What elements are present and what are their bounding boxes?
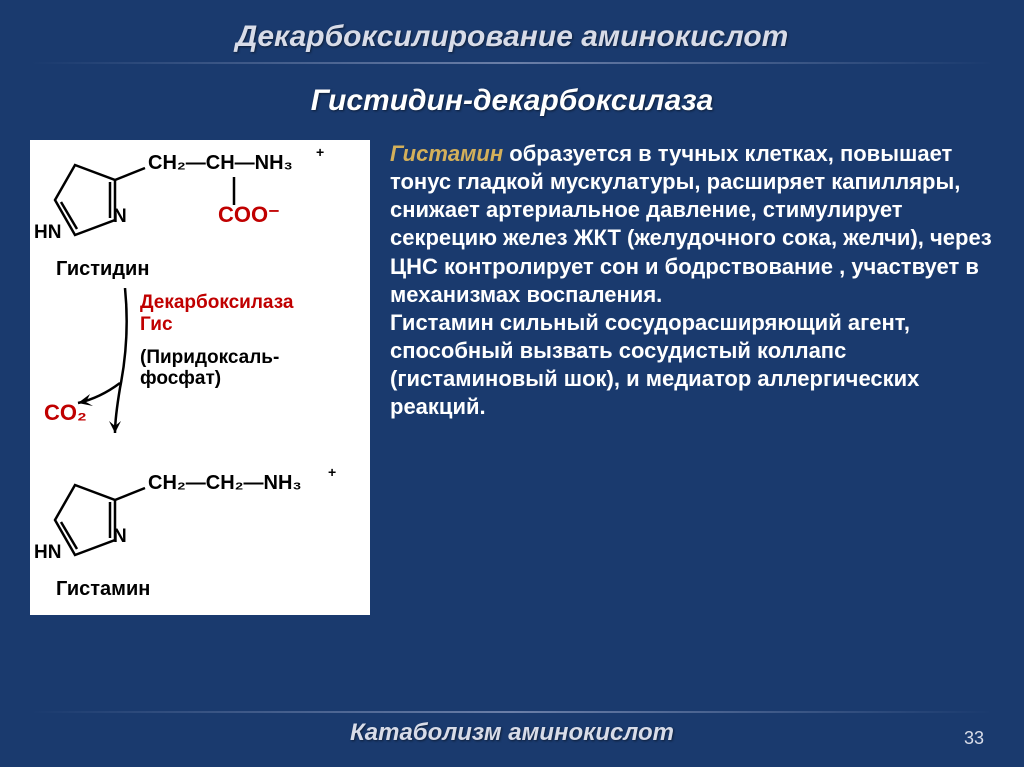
header-title: Декарбоксилирование аминокислот — [30, 20, 994, 54]
chain-formula-2: CH₂—CH₂—NH₃ — [148, 472, 302, 495]
slide: Декарбоксилирование аминокислот Гистидин… — [0, 0, 1024, 767]
n-label: N — [113, 526, 127, 548]
paragraph-2: Гистамин сильный сосудорасширяющий агент… — [390, 310, 919, 419]
description-text: Гистамин образуется в тучных клетках, по… — [390, 140, 994, 615]
hn-label: HN — [34, 542, 61, 564]
footer-divider — [30, 711, 994, 713]
footer: Катаболизм аминокислот — [0, 711, 1024, 747]
coo-label: COO⁻ — [218, 202, 280, 228]
enzyme-text: ДекарбоксилазаГис — [140, 292, 294, 336]
plus-charge-2: + — [328, 464, 336, 480]
cofactor-text: (Пиридоксаль-фосфат) — [140, 348, 279, 390]
cofactor-label: (Пиридоксаль-фосфат) — [140, 348, 279, 390]
header-divider — [30, 62, 994, 64]
content-row: HN N CH₂—CH—NH₃ + COO⁻ Гистидин — [30, 140, 994, 615]
subtitle: Гистидин-декарбоксилаза — [30, 84, 994, 118]
histidine-name: Гистидин — [56, 258, 149, 281]
bond-line-icon — [232, 177, 236, 205]
histamine-highlight: Гистамин — [390, 141, 503, 166]
reaction-diagram: HN N CH₂—CH—NH₃ + COO⁻ Гистидин — [30, 140, 370, 615]
hn-label: HN — [34, 222, 61, 244]
plus-charge: + — [316, 144, 324, 160]
footer-title: Катаболизм аминокислот — [0, 719, 1024, 747]
enzyme-label: ДекарбоксилазаГис — [140, 292, 294, 336]
histamine-name: Гистамин — [56, 578, 150, 601]
co2-label: CO₂ — [44, 400, 87, 426]
chain-formula: CH₂—CH—NH₃ — [148, 152, 293, 175]
page-number: 33 — [964, 728, 984, 749]
n-label: N — [113, 206, 127, 228]
